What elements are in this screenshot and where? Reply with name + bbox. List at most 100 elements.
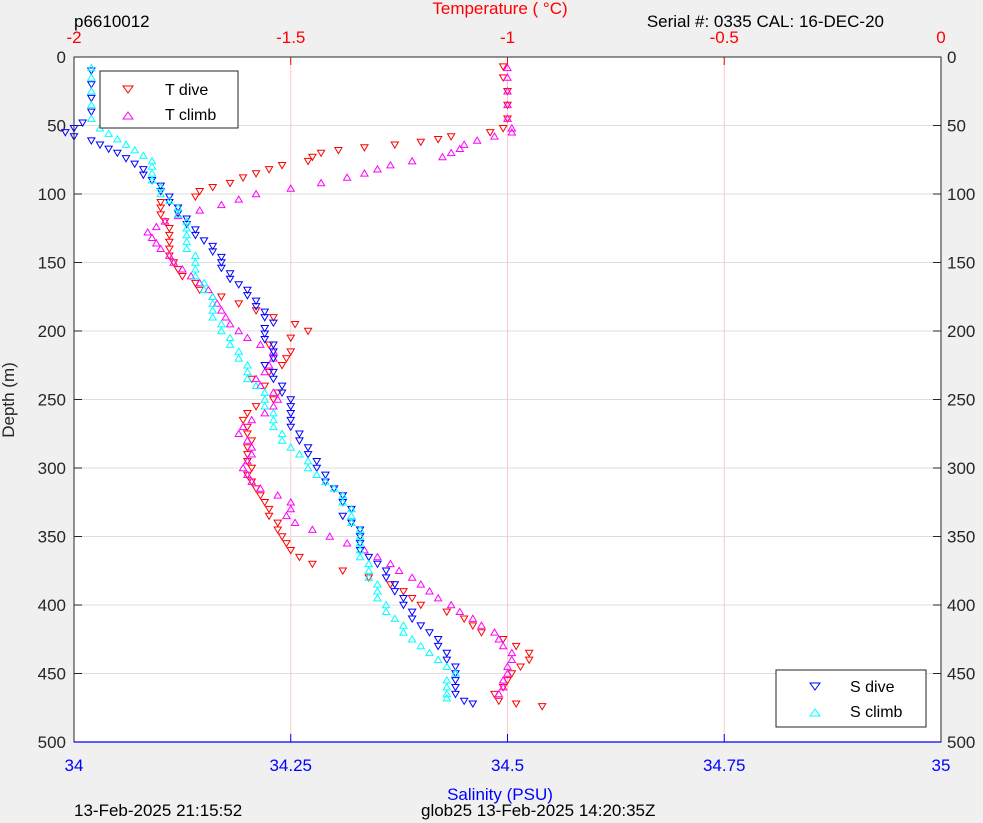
data-point [238, 416, 248, 425]
depth-tick-label-left: 500 [38, 733, 66, 752]
data-point [251, 403, 261, 411]
data-point [273, 490, 283, 499]
data-point [507, 127, 517, 136]
data-point [372, 593, 382, 602]
depth-axis-title: Depth (m) [0, 362, 18, 438]
data-point [147, 233, 157, 242]
data-point [494, 697, 504, 706]
data-point [507, 655, 517, 663]
data-point [208, 183, 218, 192]
data-point [112, 134, 122, 143]
data-point [164, 196, 174, 205]
data-point [273, 395, 283, 403]
data-point [234, 195, 244, 203]
data-point [446, 148, 456, 157]
data-point [286, 423, 296, 432]
data-point [260, 330, 270, 339]
data-point [195, 188, 205, 196]
data-point [60, 129, 70, 137]
temperature-axis-title: Temperature ( °C) [432, 0, 567, 18]
data-point [316, 178, 326, 187]
data-point [268, 368, 278, 377]
data-point [255, 492, 265, 500]
data-point [147, 175, 157, 184]
depth-tick-label-right: 450 [947, 665, 975, 684]
temperature-tick-label: -2 [66, 28, 81, 47]
data-point [104, 145, 114, 154]
data-point [238, 463, 248, 472]
data-point [130, 145, 140, 154]
data-point [303, 451, 313, 459]
data-point [451, 684, 460, 692]
data-point [364, 553, 374, 562]
data-point [372, 560, 382, 569]
data-point [433, 136, 443, 144]
legend-label-t-dive: T dive [165, 82, 208, 99]
data-point [416, 622, 426, 630]
data-point [286, 410, 296, 418]
data-point [416, 641, 426, 650]
data-point [424, 586, 434, 595]
data-point [164, 245, 174, 254]
data-point [416, 580, 426, 588]
data-point [451, 677, 460, 685]
data-point [438, 152, 447, 161]
data-point [329, 484, 339, 492]
data-point [255, 340, 265, 348]
data-point [247, 449, 257, 458]
data-point [264, 166, 274, 174]
salinity-tick-label: 34.5 [491, 756, 524, 775]
data-point [156, 204, 166, 213]
data-point [342, 173, 352, 181]
data-point [364, 573, 374, 581]
depth-tick-label-right: 200 [947, 322, 975, 341]
data-point [190, 231, 200, 240]
depth-tick-label-left: 450 [38, 665, 66, 684]
data-point [86, 108, 96, 117]
data-point [268, 314, 278, 322]
data-point [78, 119, 88, 128]
data-point [398, 588, 408, 596]
data-point [433, 642, 443, 651]
data-point [524, 649, 534, 658]
profile-id: p6610012 [74, 12, 150, 31]
data-point [169, 258, 179, 266]
data-point [381, 574, 391, 583]
data-point [242, 470, 252, 479]
data-point [372, 164, 382, 173]
data-point [234, 281, 244, 289]
data-point [442, 693, 452, 702]
data-point [208, 312, 218, 321]
data-point [264, 341, 274, 350]
data-point [143, 227, 153, 236]
data-point [286, 348, 296, 356]
data-point [164, 225, 174, 233]
data-point [203, 285, 213, 294]
depth-tick-label-left: 350 [38, 528, 66, 547]
data-point [216, 200, 226, 209]
data-point [503, 114, 512, 122]
data-point [303, 157, 313, 166]
data-point [286, 403, 296, 411]
data-point [381, 607, 391, 616]
data-point [112, 149, 122, 158]
data-point [372, 552, 382, 561]
data-point [225, 270, 235, 278]
depth-tick-label-left: 400 [38, 596, 66, 615]
data-point [303, 327, 313, 336]
data-point [268, 422, 278, 431]
data-point [164, 193, 174, 202]
data-point [242, 456, 252, 465]
data-point [442, 608, 452, 617]
data-point [416, 601, 426, 610]
data-point [390, 588, 400, 596]
data-point [104, 129, 114, 137]
data-point [260, 325, 270, 333]
data-point [164, 199, 174, 207]
data-point [234, 353, 244, 362]
data-point [338, 512, 348, 521]
data-point [242, 292, 252, 300]
salinity-axis-title: Salinity (PSU) [447, 785, 553, 804]
data-point [277, 362, 287, 370]
